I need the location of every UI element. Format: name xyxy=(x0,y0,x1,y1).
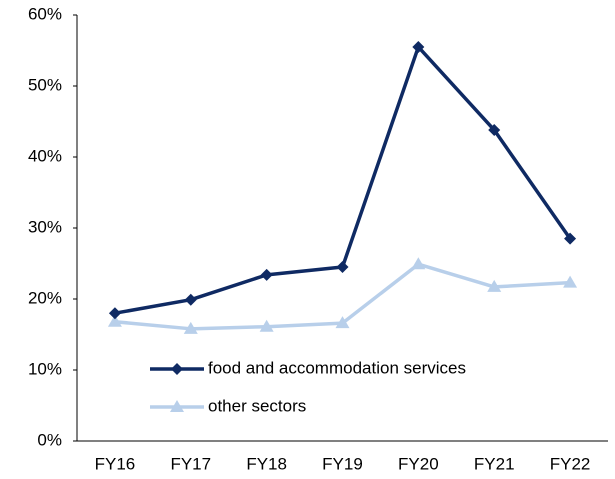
data-point xyxy=(411,257,426,270)
y-tick-label: 10% xyxy=(28,359,62,378)
y-tick-label: 30% xyxy=(28,217,62,236)
data-point xyxy=(260,268,273,281)
y-tick-label: 50% xyxy=(28,75,62,94)
y-tick-label: 40% xyxy=(28,146,62,165)
legend-label: food and accommodation services xyxy=(208,358,466,377)
data-point xyxy=(107,314,122,327)
data-point xyxy=(412,40,425,53)
x-tick-label: FY21 xyxy=(474,454,515,473)
x-tick-label: FY22 xyxy=(550,454,591,473)
data-point xyxy=(108,307,121,320)
series-line xyxy=(114,45,572,315)
data-point xyxy=(564,232,577,245)
data-point xyxy=(183,321,198,334)
y-tick-label: 60% xyxy=(28,4,62,23)
data-point xyxy=(335,316,350,329)
data-point xyxy=(184,293,197,306)
data-point xyxy=(487,279,502,292)
data-point xyxy=(259,319,274,332)
x-tick-label: FY20 xyxy=(398,454,439,473)
legend-label: other sectors xyxy=(208,396,306,415)
x-tick-label: FY19 xyxy=(322,454,363,473)
legend-marker xyxy=(171,363,183,375)
data-point xyxy=(336,261,349,274)
y-tick-label: 0% xyxy=(37,430,62,449)
y-tick-label: 20% xyxy=(28,288,62,307)
data-point xyxy=(488,124,501,137)
x-tick-label: FY17 xyxy=(170,454,211,473)
x-tick-label: FY16 xyxy=(95,454,136,473)
x-tick-label: FY18 xyxy=(246,454,287,473)
data-point xyxy=(563,275,578,288)
legend-marker xyxy=(170,400,184,412)
